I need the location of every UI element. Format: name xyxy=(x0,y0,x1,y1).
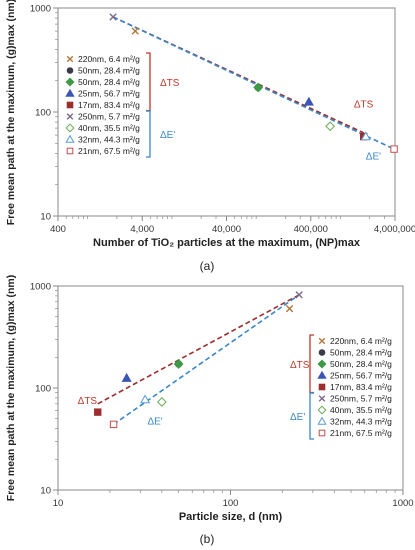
legend-bracket xyxy=(309,334,314,394)
y-axis-label: Free mean path at the maximum, (g)max (n… xyxy=(5,275,17,501)
legend-group-label: ΔTS xyxy=(290,360,310,371)
legend-entry: 220nm, 6.4 m²/g xyxy=(78,54,140,64)
legend-entry: 17nm, 83.4 m²/g xyxy=(78,100,140,110)
legend-entry: 50nm, 28.4 m²/g xyxy=(330,348,392,358)
data-point xyxy=(325,121,336,132)
data-point xyxy=(295,291,303,299)
legend-entry: 25nm, 56.7 m²/g xyxy=(330,371,392,381)
legend-marker xyxy=(66,113,74,120)
legend-marker xyxy=(317,359,327,369)
chart-panel-b: 10 100 1000 10 100 1000 Particle size, d (nm) F… xyxy=(5,275,414,546)
legend-marker xyxy=(318,429,326,437)
data-point xyxy=(285,304,294,313)
legend-entry: 32nm, 44.3 m²/g xyxy=(330,417,392,427)
data-point xyxy=(94,408,102,416)
data-point xyxy=(109,420,118,429)
legend-marker xyxy=(66,147,74,155)
x-tick-label: 10 xyxy=(53,498,64,509)
y-tick-label: 10 xyxy=(40,486,51,497)
y-tick-label: 100 xyxy=(35,108,51,119)
legend-marker xyxy=(65,123,75,133)
legend-group-label: ΔE' xyxy=(160,130,175,141)
legend-marker xyxy=(317,416,327,425)
legend-entry: 50nm, 28.4 m²/g xyxy=(330,359,392,369)
legend-entry: 21nm, 67.5 m²/g xyxy=(78,146,140,156)
y-tick-label: 1000 xyxy=(30,4,51,15)
y-tick-label: 100 xyxy=(35,384,51,395)
legend-marker xyxy=(66,55,74,63)
data-point xyxy=(156,397,167,407)
legend-marker xyxy=(318,349,326,356)
legend-marker xyxy=(65,134,75,143)
x-tick-label: 4,000,000 xyxy=(374,224,415,235)
x-tick-label: 400 xyxy=(50,224,66,235)
legend-entry: 40nm, 35.5 m²/g xyxy=(330,405,392,415)
legend-entry: 220nm, 6.4 m²/g xyxy=(330,336,392,346)
data-point xyxy=(131,27,139,35)
legend-entry: 250nm, 5.7 m²/g xyxy=(330,394,392,404)
legend-entry: 21nm, 67.5 m²/g xyxy=(330,428,392,438)
annotation-label: ΔE' xyxy=(147,416,162,427)
legend-marker xyxy=(317,370,327,379)
legend-marker xyxy=(318,337,326,345)
trendline-e xyxy=(113,294,300,426)
trendline-ts xyxy=(112,16,365,134)
x-tick-label: 4,000 xyxy=(130,224,154,235)
data-point xyxy=(303,96,314,106)
x-axis-label: Number of TiO₂ particles at the maximum,… xyxy=(93,237,361,249)
y-axis-label: Free mean path at the maximum, (g)max (n… xyxy=(5,0,17,225)
trendline-ts xyxy=(97,294,300,405)
legend-entry: 50nm, 28.4 m²/g xyxy=(78,66,140,76)
x-tick-label: 40,000 xyxy=(212,224,241,235)
panel-label: (a) xyxy=(200,259,215,273)
data-point xyxy=(140,394,151,404)
legend-entry: 50nm, 28.4 m²/g xyxy=(78,77,140,87)
legend-marker xyxy=(66,67,74,74)
x-axis-label: Particle size, d (nm) xyxy=(179,511,283,523)
legend-marker xyxy=(318,395,326,402)
data-point xyxy=(253,82,264,93)
legend-bracket xyxy=(146,52,151,112)
legend-entry: 17nm, 83.4 m²/g xyxy=(330,382,392,392)
legend-bracket xyxy=(309,391,314,440)
legend-entry: 40nm, 35.5 m²/g xyxy=(78,123,140,133)
legend-group-label: ΔTS xyxy=(160,78,180,89)
legend-marker xyxy=(317,405,327,415)
legend-group-label: ΔE' xyxy=(290,412,305,423)
data-point xyxy=(173,359,184,369)
legend-bracket xyxy=(146,109,151,158)
legend-marker xyxy=(318,383,326,391)
y-tick-label: 10 xyxy=(40,212,51,223)
x-tick-label: 400,000 xyxy=(294,224,328,235)
data-point xyxy=(390,145,398,153)
data-point xyxy=(121,372,132,382)
trendline-e xyxy=(112,16,395,150)
y-tick-label: 1000 xyxy=(30,282,51,293)
legend-marker xyxy=(65,77,75,87)
x-tick-label: 100 xyxy=(223,498,239,509)
legend-marker xyxy=(66,101,74,109)
x-tick-label: 1000 xyxy=(392,498,413,509)
data-point xyxy=(360,131,371,141)
annotation-label: ΔTS xyxy=(78,396,98,407)
legend-entry: 25nm, 56.7 m²/g xyxy=(78,89,140,99)
chart-panel-a: 400 4,000 40,000 400,000 4,000,000 10 100 1000 N… xyxy=(5,0,415,273)
legend-marker xyxy=(65,88,75,97)
annotation-label: ΔTS xyxy=(354,100,374,111)
legend-entry: 250nm, 5.7 m²/g xyxy=(78,112,140,122)
panel-label: (b) xyxy=(200,532,215,546)
data-point xyxy=(109,13,117,21)
annotation-label: ΔE' xyxy=(366,151,381,162)
legend-entry: 32nm, 44.3 m²/g xyxy=(78,135,140,145)
